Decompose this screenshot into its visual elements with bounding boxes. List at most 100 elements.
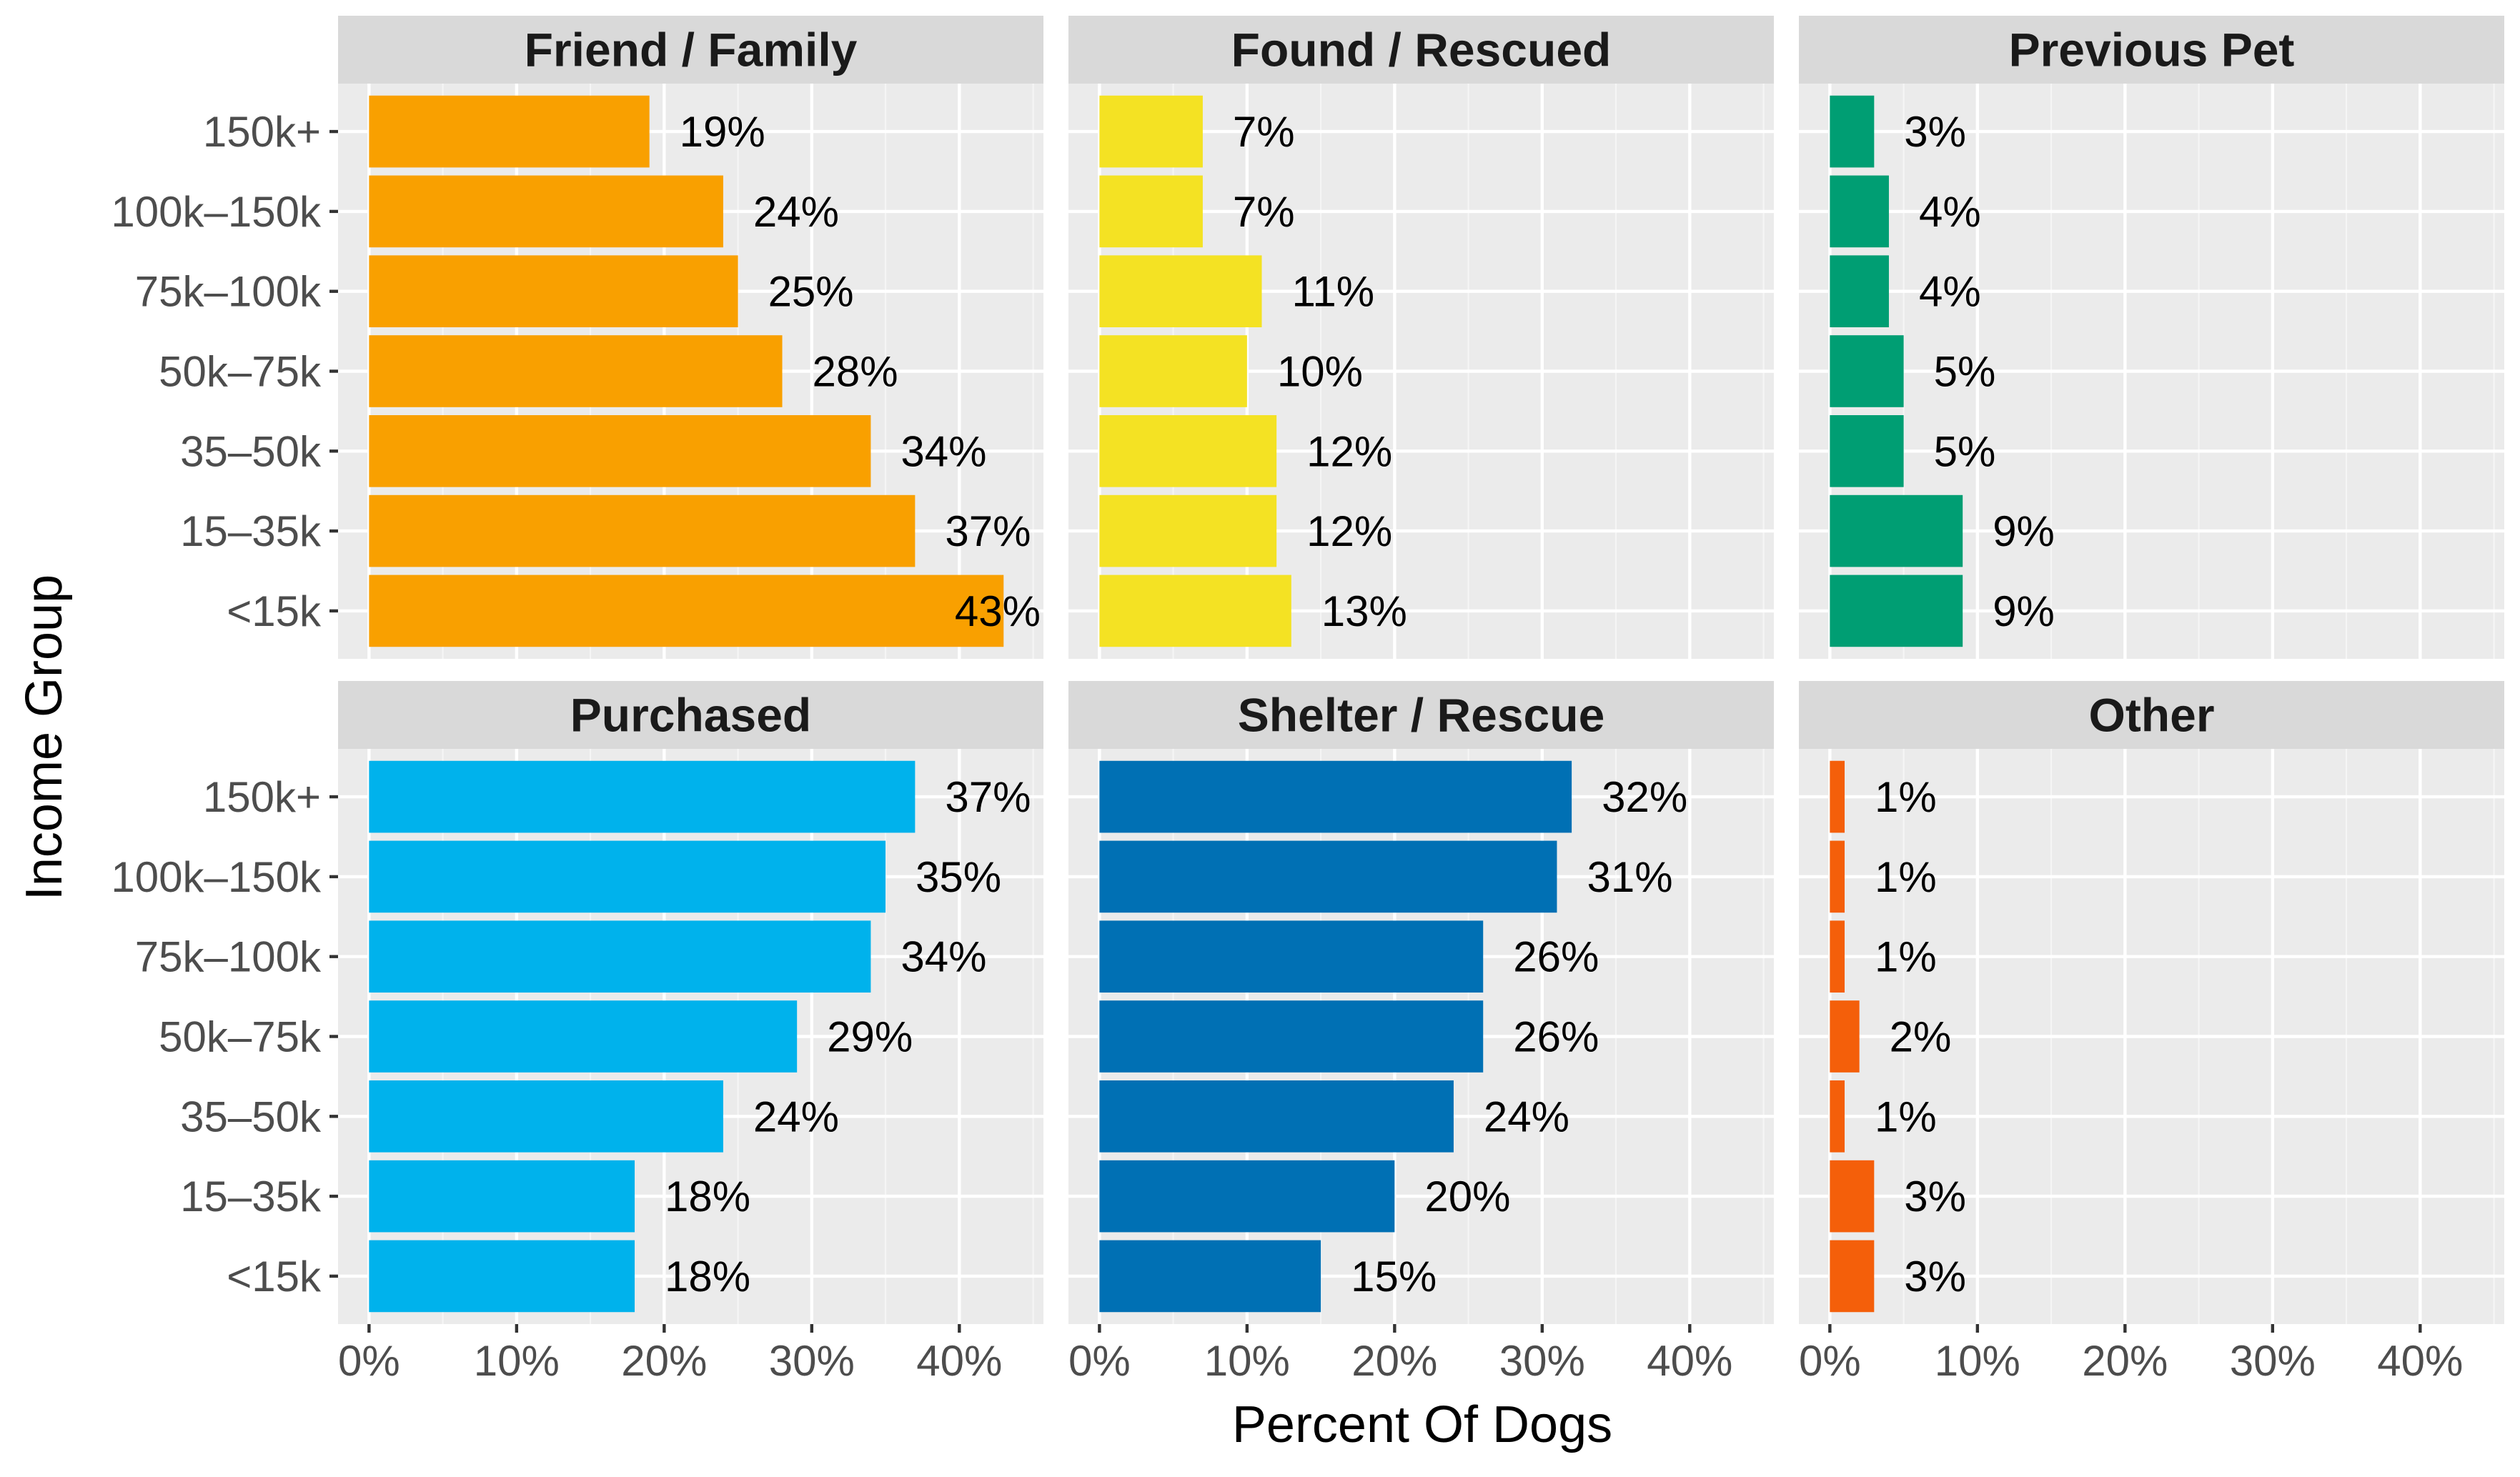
panel-found-rescued: Found / Rescued 7% 7% 11% 10% 12% 12% 13%: [1068, 16, 1774, 659]
y-tick-label: 150k+: [203, 773, 321, 821]
x-tick-label: 10%: [1935, 1337, 2020, 1385]
x-tick-label: 20%: [1351, 1337, 1437, 1385]
data-label: 7%: [1233, 108, 1295, 156]
panel-strip: [338, 16, 1043, 84]
x-tick-label: 10%: [474, 1337, 560, 1385]
bar: [1099, 1000, 1484, 1073]
data-label: 4%: [1919, 188, 1981, 236]
bar: [1099, 175, 1203, 248]
panel-previous-pet: Previous Pet 3% 4% 4% 5% 5% 9% 9%: [1799, 16, 2504, 659]
bar: [369, 920, 871, 993]
y-tick-label: 75k–100k: [135, 933, 322, 981]
panel-friend-family: Friend / Family 19% 24% 25% 28%34% 37% 43%: [338, 16, 1043, 659]
x-tick-label: 40%: [2377, 1337, 2463, 1385]
bar: [1830, 175, 1889, 248]
bar: [369, 494, 916, 567]
data-label: 5%: [1934, 348, 1996, 396]
bar: [1830, 1080, 1845, 1153]
bar: [1099, 575, 1291, 647]
bar: [369, 1240, 635, 1313]
data-label: 20%: [1424, 1173, 1510, 1220]
y-tick-label: <15k: [227, 1253, 322, 1301]
x-tick-label: 20%: [621, 1337, 707, 1385]
data-label: 24%: [753, 1093, 839, 1140]
panel-strip: [1068, 681, 1774, 749]
bar: [369, 1080, 723, 1153]
bar: [1099, 1240, 1321, 1313]
panel-strip: [338, 681, 1043, 749]
panel-title: Friend / Family: [525, 24, 858, 76]
data-label: 9%: [1993, 507, 2055, 555]
y-axis-title: Income Group: [16, 575, 73, 900]
bar: [369, 1000, 798, 1073]
bar: [369, 414, 871, 487]
data-label: 3%: [1904, 1173, 1966, 1220]
y-tick-label: 100k–150k: [111, 188, 322, 236]
data-label: 18%: [665, 1253, 750, 1301]
bar: [1099, 1160, 1395, 1233]
bar: [369, 255, 738, 328]
data-label: 37%: [945, 507, 1031, 555]
data-label: 1%: [1875, 853, 1937, 901]
y-tick-label: 100k–150k: [111, 853, 322, 901]
y-tick-label: <15k: [227, 587, 322, 635]
bar: [1830, 575, 1963, 647]
x-tick-label: 30%: [2230, 1337, 2316, 1385]
x-axis-layer: 0% 10% 20% 30% 40% 0% 10% 20% 30% 40% 0% 10% 20% 30% 4…: [338, 1324, 2463, 1385]
data-label: 1%: [1875, 933, 1937, 981]
panel-shelter-rescue: Shelter / Rescue 32% 31% 26% 26% 24% 20% 15%: [1068, 681, 1774, 1324]
bar: [369, 335, 783, 407]
data-label: 4%: [1919, 268, 1981, 316]
x-tick-label: 0%: [338, 1337, 400, 1385]
data-label: 7%: [1233, 188, 1295, 236]
data-label: 34%: [901, 427, 986, 475]
y-tick-label: 35–50k: [180, 427, 322, 475]
y-tick-label: 50k–75k: [159, 348, 322, 396]
bar: [369, 760, 916, 833]
bar: [369, 95, 650, 168]
bar: [1099, 1080, 1454, 1153]
data-label: 5%: [1934, 427, 1996, 475]
bar: [369, 1160, 635, 1233]
y-tick-label: 15–35k: [180, 1173, 322, 1220]
bar: [1830, 760, 1845, 833]
data-label: 43%: [955, 587, 1041, 635]
data-label: 1%: [1875, 1093, 1937, 1140]
bar: [1830, 1000, 1860, 1073]
panels-layer: Friend / Family19%24%25%28%34%37%43%Foun…: [338, 16, 2504, 1324]
bar: [1830, 1160, 1875, 1233]
y-tick-label: 35–50k: [180, 1093, 322, 1140]
bar: [1830, 414, 1904, 487]
bar: [1099, 920, 1484, 993]
bar: [1830, 335, 1904, 407]
data-label: 37%: [945, 773, 1031, 821]
data-label: 13%: [1321, 587, 1407, 635]
data-label: 26%: [1513, 933, 1599, 981]
bar: [1830, 920, 1845, 993]
data-label: 19%: [680, 108, 765, 156]
data-label: 11%: [1291, 268, 1374, 316]
panel-title: Shelter / Rescue: [1238, 689, 1605, 742]
bar: [369, 175, 723, 248]
data-label: 31%: [1587, 853, 1672, 901]
data-label: 18%: [665, 1173, 750, 1220]
bar: [1099, 335, 1247, 407]
bar: [1099, 760, 1572, 833]
bar: [369, 575, 1004, 647]
data-label: 15%: [1351, 1253, 1437, 1301]
bar: [1830, 255, 1889, 328]
bar: [1099, 95, 1203, 168]
data-label: 32%: [1602, 773, 1687, 821]
x-axis-title: Percent Of Dogs: [1232, 1396, 1612, 1453]
bar: [1830, 840, 1845, 913]
data-label: 35%: [916, 853, 1001, 901]
data-label: 9%: [1993, 587, 2055, 635]
data-label: 3%: [1904, 1253, 1966, 1301]
x-tick-label: 0%: [1799, 1337, 1861, 1385]
panel-strip: [1799, 681, 2504, 749]
panel-title: Previous Pet: [2009, 24, 2295, 76]
x-tick-label: 30%: [769, 1337, 855, 1385]
data-label: 34%: [901, 933, 986, 981]
y-tick-label: 50k–75k: [159, 1013, 322, 1061]
